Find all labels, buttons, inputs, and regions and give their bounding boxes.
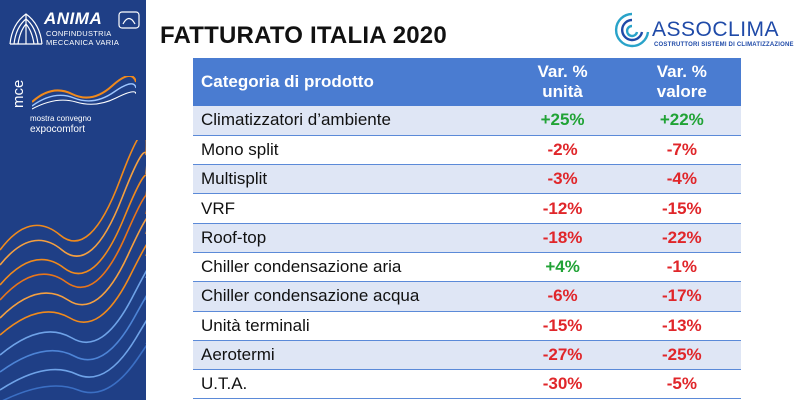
table-row: Mono split -2% -7% [193, 135, 741, 166]
row-units-change: -18% [502, 223, 623, 253]
row-category: VRF [193, 193, 503, 224]
header-value-line-2: valore [656, 82, 707, 101]
header-units-line-2: unità [542, 82, 583, 101]
row-category: Multisplit [193, 164, 503, 195]
row-category: Roof-top [193, 223, 503, 253]
left-banner: ANIMA CONFINDUSTRIA MECCANICA VARIA mce … [0, 0, 146, 400]
assoclima-name: ASSOCLIMA [652, 18, 780, 41]
assoclima-logo: ASSOCLIMA COSTRUTTORI SISTEMI DI CLIMATI… [612, 8, 794, 56]
table-row: Chiller condensazione acqua -6% -17% [193, 281, 741, 312]
row-value-change: -7% [622, 135, 741, 166]
row-value-change: -13% [622, 311, 741, 341]
row-units-change: -15% [502, 311, 623, 341]
table-row: Chiller condensazione aria +4% -1% [193, 252, 741, 283]
page-title: FATTURATO ITALIA 2020 [160, 22, 447, 49]
mce-line-2: expocomfort [30, 124, 86, 135]
row-value-change: -4% [622, 164, 741, 195]
decorative-waves [0, 140, 146, 400]
row-category: Chiller condensazione aria [193, 252, 503, 283]
anima-sub-2: MECCANICA VARIA [46, 38, 120, 47]
row-value-change: -5% [622, 369, 741, 400]
row-units-change: +25% [502, 106, 623, 136]
row-units-change: -12% [502, 193, 623, 224]
row-category: Climatizzatori d’ambiente [193, 106, 503, 136]
row-value-change: -17% [622, 281, 741, 312]
mce-line-1: mostra convegno [30, 114, 92, 123]
anima-badge-icon [118, 11, 140, 29]
table-row: Climatizzatori d’ambiente +25% +22% [193, 106, 741, 136]
table-row: Multisplit -3% -4% [193, 164, 741, 195]
table-row: Roof-top -18% -22% [193, 223, 741, 253]
row-units-change: -3% [502, 164, 623, 195]
assoclima-subtitle: COSTRUTTORI SISTEMI DI CLIMATIZZAZIONE [654, 42, 794, 48]
table-row: Aerotermi -27% -25% [193, 340, 741, 371]
row-units-change: -27% [502, 340, 623, 371]
mce-wave-icon [32, 76, 136, 110]
row-value-change: +22% [622, 106, 741, 136]
row-units-change: -30% [502, 369, 623, 400]
table-header-row: Categoria di prodotto Var. % unità Var. … [193, 58, 741, 106]
row-value-change: -22% [622, 223, 741, 253]
row-value-change: -25% [622, 340, 741, 371]
table-row: Unità terminali -15% -13% [193, 311, 741, 341]
header-units-line-1: Var. % [537, 62, 588, 81]
assoclima-swirl-icon [615, 12, 650, 48]
anima-name: ANIMA [44, 9, 103, 28]
header-category: Categoria di prodotto [201, 72, 374, 91]
header-value: Var. % valore [623, 58, 741, 106]
table-row: VRF -12% -15% [193, 193, 741, 224]
mce-logo: mce mostra convegno expocomfort [8, 76, 140, 146]
anima-gear-emblem-icon [9, 13, 43, 45]
row-units-change: +4% [502, 252, 623, 283]
header-units: Var. % unità [502, 58, 622, 106]
row-category: Mono split [193, 135, 503, 166]
table-row: U.T.A. -30% -5% [193, 369, 741, 400]
row-category: U.T.A. [193, 369, 503, 400]
anima-logo: ANIMA CONFINDUSTRIA MECCANICA VARIA [6, 6, 140, 50]
header-value-line-1: Var. % [656, 62, 707, 81]
row-category: Aerotermi [193, 340, 503, 371]
row-category: Chiller condensazione acqua [193, 281, 503, 312]
row-value-change: -15% [622, 193, 741, 224]
row-category: Unità terminali [193, 311, 503, 341]
mce-mark: mce [10, 79, 27, 108]
anima-sub-1: CONFINDUSTRIA [46, 29, 112, 38]
row-units-change: -2% [502, 135, 623, 166]
sales-table: Categoria di prodotto Var. % unità Var. … [193, 58, 741, 400]
row-value-change: -1% [622, 252, 741, 283]
row-units-change: -6% [502, 281, 623, 312]
